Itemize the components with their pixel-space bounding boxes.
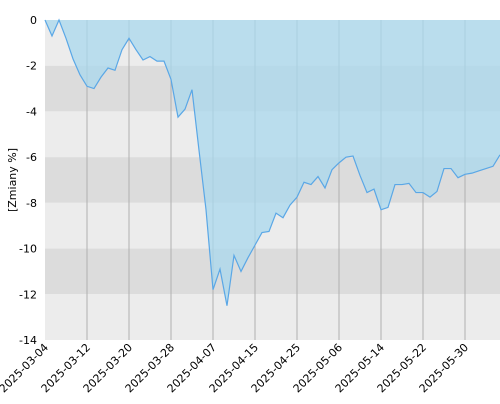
y-tick-label: -6 xyxy=(26,151,37,164)
y-tick-label: -8 xyxy=(26,197,37,210)
y-tick-label: -4 xyxy=(26,105,37,118)
y-tick-label: -2 xyxy=(26,60,37,73)
area xyxy=(45,20,500,306)
y-tick-label: -14 xyxy=(19,334,37,347)
y-tick-label: -12 xyxy=(19,288,37,301)
line xyxy=(44,18,500,306)
band xyxy=(45,248,500,295)
y-tick-label: -10 xyxy=(19,243,37,256)
y-tick-label: 0 xyxy=(30,14,37,27)
y-axis-label: [Zmiany %] xyxy=(6,148,19,212)
band xyxy=(45,294,500,340)
